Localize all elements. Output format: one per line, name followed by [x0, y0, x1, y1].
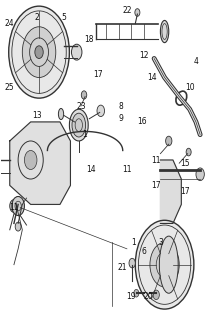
Circle shape: [129, 258, 135, 268]
Text: 3: 3: [158, 238, 163, 247]
Circle shape: [97, 105, 105, 116]
Circle shape: [81, 91, 87, 99]
Circle shape: [135, 9, 140, 16]
Text: 17: 17: [151, 181, 161, 190]
Text: 21: 21: [118, 263, 127, 272]
Ellipse shape: [159, 236, 178, 293]
Text: 11: 11: [9, 203, 19, 212]
Text: 6: 6: [141, 247, 146, 257]
Circle shape: [186, 148, 191, 156]
Circle shape: [150, 243, 179, 287]
Circle shape: [22, 27, 56, 77]
Circle shape: [196, 168, 204, 180]
Text: 22: 22: [122, 6, 132, 15]
Circle shape: [12, 196, 24, 215]
Text: 14: 14: [86, 165, 96, 174]
Circle shape: [134, 289, 139, 297]
Ellipse shape: [72, 113, 86, 137]
Text: 18: 18: [85, 35, 94, 44]
Circle shape: [24, 150, 37, 170]
Text: 5: 5: [62, 13, 67, 22]
Ellipse shape: [58, 108, 64, 120]
Circle shape: [135, 220, 194, 309]
Text: 8: 8: [118, 101, 123, 111]
Text: 25: 25: [5, 83, 15, 92]
Text: 1: 1: [83, 130, 88, 139]
Text: 1: 1: [131, 238, 135, 247]
Circle shape: [10, 200, 18, 212]
Text: 2: 2: [35, 13, 39, 22]
Text: 11: 11: [122, 165, 132, 174]
Text: 24: 24: [5, 19, 15, 28]
Text: 17: 17: [93, 70, 102, 79]
Circle shape: [71, 44, 82, 60]
Text: 11: 11: [151, 156, 161, 164]
Ellipse shape: [160, 20, 169, 43]
Circle shape: [166, 136, 172, 146]
Text: 14: 14: [147, 73, 157, 82]
Ellipse shape: [69, 109, 88, 141]
Circle shape: [161, 259, 168, 270]
Circle shape: [153, 290, 159, 300]
Text: 10: 10: [185, 83, 194, 92]
Text: 15: 15: [181, 159, 190, 168]
Circle shape: [35, 46, 43, 59]
Text: 23: 23: [76, 101, 86, 111]
Polygon shape: [160, 160, 181, 223]
Text: 4: 4: [194, 57, 198, 66]
Text: 9: 9: [118, 114, 123, 123]
Circle shape: [15, 222, 21, 231]
Polygon shape: [10, 122, 70, 204]
Text: 20: 20: [143, 292, 153, 301]
Text: 16: 16: [137, 117, 146, 126]
Text: 17: 17: [181, 187, 190, 196]
Text: 13: 13: [32, 111, 42, 120]
Circle shape: [9, 6, 69, 98]
Text: 12: 12: [139, 51, 148, 60]
Text: 19: 19: [126, 292, 136, 301]
